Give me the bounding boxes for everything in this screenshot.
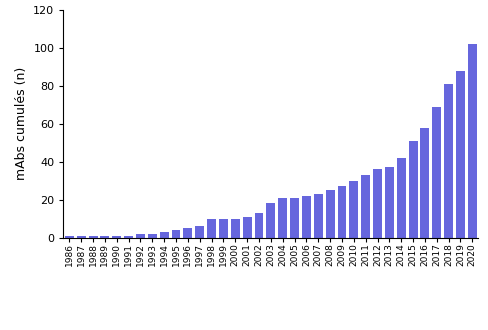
Bar <box>207 218 216 238</box>
Y-axis label: mAbs cumulés (n): mAbs cumulés (n) <box>15 67 28 181</box>
Bar <box>89 236 98 238</box>
Bar <box>421 128 429 238</box>
Bar <box>124 236 133 238</box>
Bar <box>325 190 335 238</box>
Bar <box>444 84 453 238</box>
Bar <box>290 198 299 238</box>
Bar <box>101 236 109 238</box>
Bar <box>432 107 441 238</box>
Bar <box>136 234 145 238</box>
Bar <box>183 228 192 238</box>
Bar <box>231 218 240 238</box>
Bar <box>65 236 74 238</box>
Bar <box>338 186 346 238</box>
Bar <box>77 236 86 238</box>
Bar <box>373 169 382 238</box>
Bar <box>266 203 275 238</box>
Bar <box>314 194 323 238</box>
Bar <box>278 198 287 238</box>
Bar <box>361 175 370 238</box>
Bar <box>148 234 157 238</box>
Bar <box>255 213 264 238</box>
Bar <box>408 141 418 238</box>
Bar <box>397 158 406 238</box>
Bar <box>160 232 169 238</box>
Bar <box>219 218 228 238</box>
Bar <box>456 71 465 238</box>
Bar <box>468 44 477 238</box>
Bar <box>349 181 358 238</box>
Bar <box>243 217 252 238</box>
Bar <box>385 167 394 238</box>
Bar <box>302 196 311 238</box>
Bar <box>112 236 121 238</box>
Bar <box>195 226 204 238</box>
Bar <box>172 230 181 238</box>
